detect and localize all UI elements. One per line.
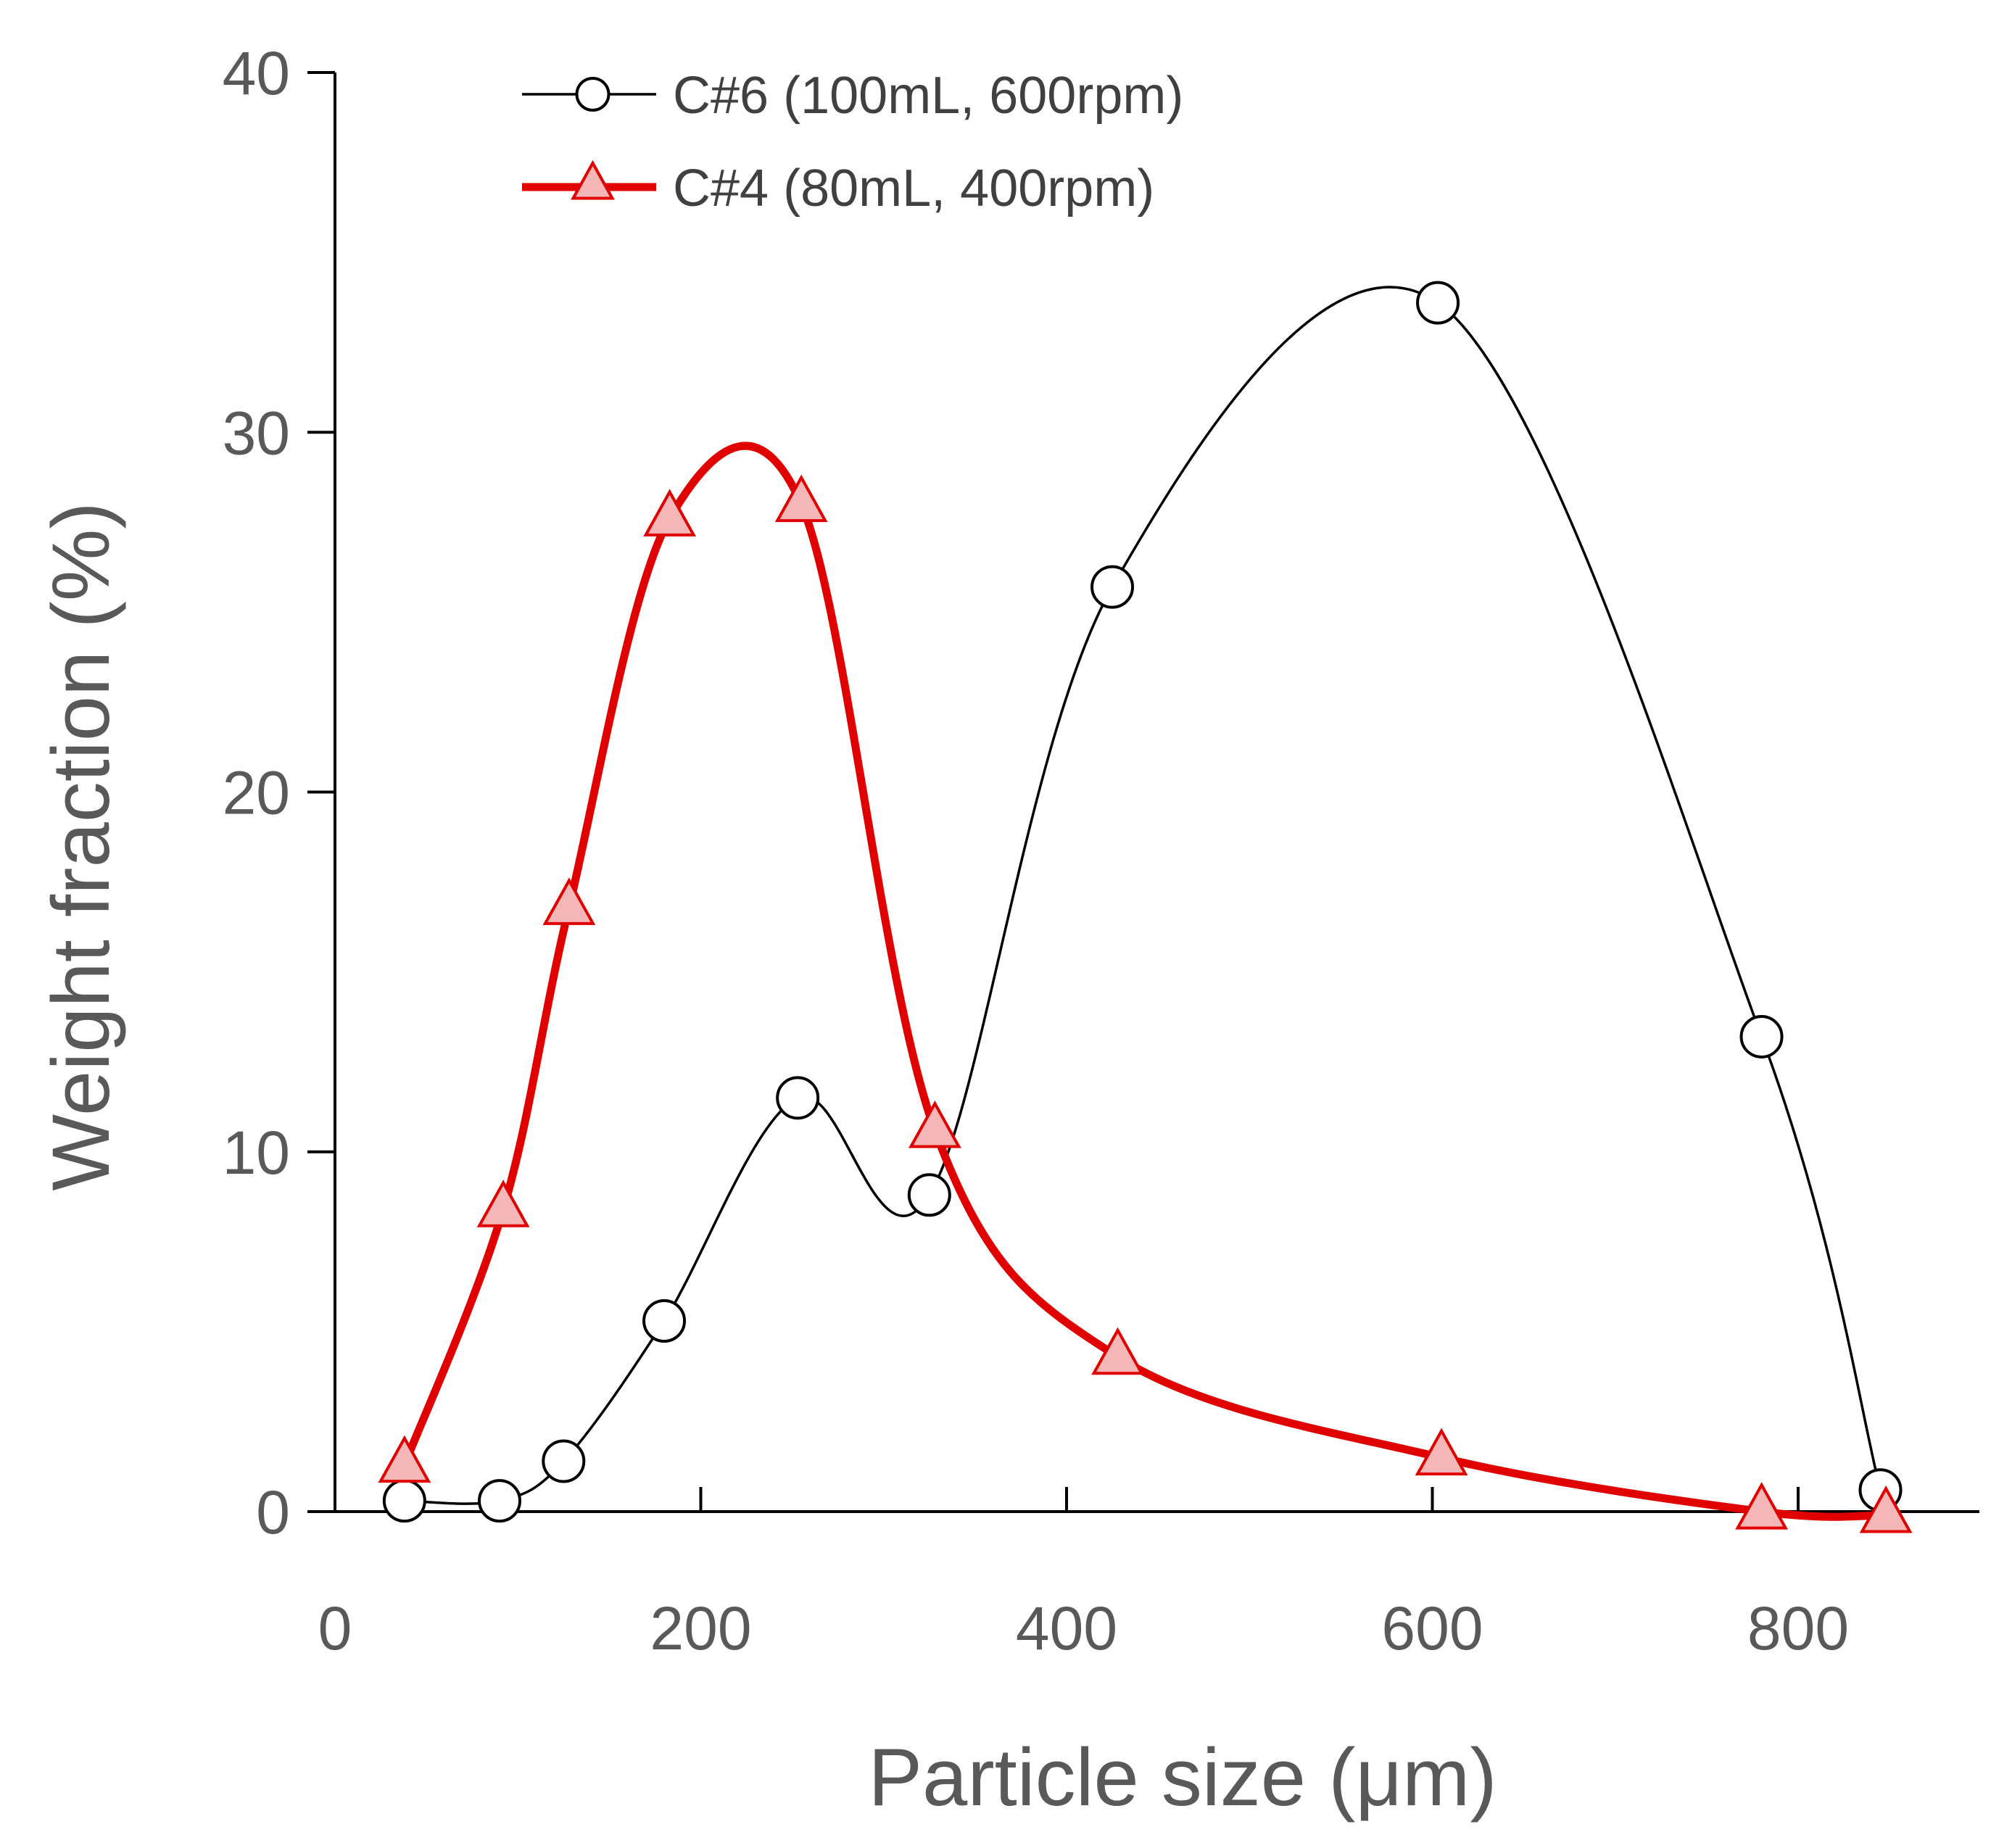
x-tick-label: 600 (1381, 1594, 1483, 1662)
legend-marker-circle (575, 77, 610, 112)
axes-layer (334, 72, 1979, 1513)
series-1 (382, 281, 1903, 1523)
data-point-circle (382, 1479, 426, 1523)
legend-marker-triangle (571, 159, 615, 200)
data-point-circle (907, 1173, 951, 1217)
data-point-circle (642, 1298, 687, 1343)
data-point-circle (1739, 1014, 1784, 1058)
legend: C#6 (100mL, 600rpm) C#4 (80mL, 400rpm) (522, 67, 1183, 217)
y-tick-label: 20 (223, 759, 290, 827)
y-tick-label: 10 (223, 1119, 290, 1187)
x-tick-label: 400 (1016, 1594, 1117, 1662)
data-point-circle (1416, 281, 1460, 325)
data-point-triangle (476, 1180, 530, 1227)
data-point-triangle (643, 489, 696, 536)
series-line (400, 442, 1890, 1521)
series-layer (378, 281, 1913, 1533)
data-point-triangle (1735, 1482, 1788, 1530)
x-tick-label: 0 (318, 1594, 352, 1662)
legend-item: C#6 (100mL, 600rpm) (522, 67, 1183, 125)
data-point-circle (1090, 565, 1135, 609)
data-point-triangle (542, 877, 596, 925)
data-point-circle (478, 1479, 522, 1523)
y-tick-label: 0 (256, 1478, 290, 1546)
series-line (403, 286, 1882, 1505)
legend-label: C#4 (80mL, 400rpm) (673, 159, 1154, 217)
x-axis-title: Particle size (μm) (868, 1732, 1497, 1823)
data-point-triangle (1091, 1327, 1144, 1375)
legend-label: C#6 (100mL, 600rpm) (673, 67, 1183, 125)
y-tick-label: 30 (223, 399, 290, 467)
data-point-triangle (774, 474, 828, 523)
data-point-triangle (908, 1100, 961, 1148)
data-point-triangle (378, 1435, 431, 1483)
legend-item: C#4 (80mL, 400rpm) (522, 159, 1154, 217)
data-point-circle (542, 1439, 586, 1483)
y-tick-label: 40 (223, 39, 290, 107)
x-tick-label: 200 (650, 1594, 751, 1662)
data-point-circle (776, 1076, 820, 1120)
data-point-triangle (1859, 1485, 1913, 1533)
data-point-triangle (1415, 1428, 1468, 1476)
y-axis-title: Weight fraction (%) (36, 502, 126, 1190)
series-2 (378, 442, 1913, 1533)
x-tick-label: 800 (1747, 1594, 1849, 1662)
